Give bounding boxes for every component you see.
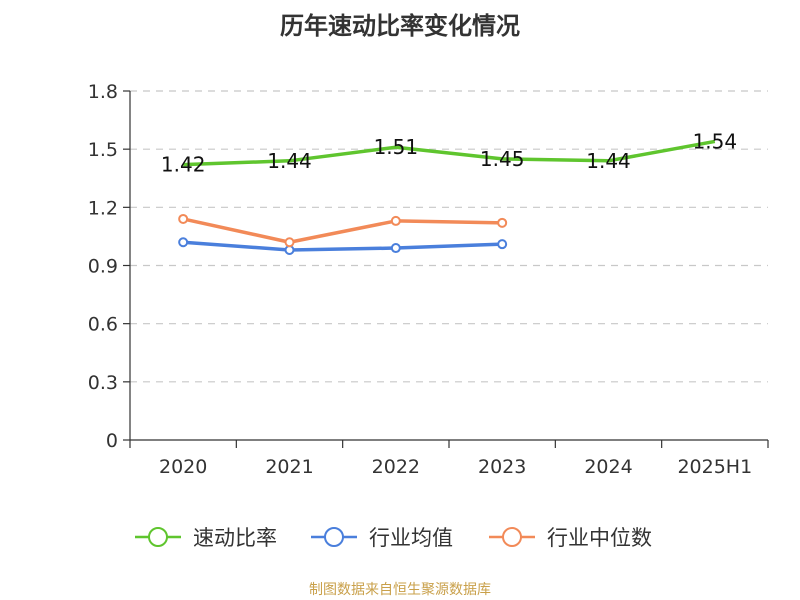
legend-marker	[502, 527, 522, 547]
data-labels: 1.42 1.44 1.51 1.45 1.44 1.54	[161, 129, 737, 176]
series	[178, 139, 716, 255]
legend[interactable]: 速动比率 行业均值 行业中位数	[135, 526, 652, 550]
x-tick-label: 2024	[584, 456, 632, 478]
series-point	[178, 237, 189, 248]
x-tick-label: 2023	[478, 456, 526, 478]
y-tick-label: 0	[106, 430, 118, 452]
legend-marker	[148, 527, 168, 547]
legend-marker	[324, 527, 344, 547]
series-point	[390, 243, 401, 254]
x-tick-label: 2022	[372, 456, 420, 478]
source-note: 制图数据来自恒生聚源数据库	[309, 582, 491, 598]
legend-label: 行业中位数	[547, 526, 652, 550]
data-label: 1.54	[693, 129, 738, 153]
x-tick-label: 2025H1	[677, 456, 752, 478]
data-label: 1.45	[480, 147, 525, 171]
y-tick-label: 0.9	[88, 256, 118, 278]
y-tick-label: 1.5	[88, 139, 118, 161]
y-tick-label: 0.6	[88, 314, 118, 336]
data-label: 1.44	[586, 149, 631, 173]
axes: 0 0.3 0.6 0.9 1.2 1.5 1.8 2020 2021 2022 2023 2024 2…	[88, 81, 769, 478]
y-tick-label: 1.8	[88, 81, 118, 103]
gridlines	[130, 90, 768, 383]
series-line	[183, 240, 503, 252]
series-line	[183, 139, 716, 167]
series-point	[284, 237, 295, 248]
x-tick-label: 2021	[265, 456, 313, 478]
series-line	[182, 217, 503, 244]
y-tick-label: 1.2	[88, 197, 118, 219]
data-label: 1.44	[267, 149, 312, 173]
data-label: 1.51	[374, 135, 419, 159]
data-label: 1.42	[161, 153, 206, 177]
legend-label: 行业均值	[369, 526, 453, 550]
legend-item[interactable]: 速动比率	[135, 526, 277, 550]
series-point	[390, 215, 401, 226]
x-tick-label: 2020	[159, 456, 207, 478]
chart-title: 历年速动比率变化情况	[280, 12, 520, 40]
y-tick-label: 0.3	[88, 372, 118, 394]
series-point	[497, 217, 508, 228]
series-point	[178, 213, 189, 224]
series-point	[497, 239, 508, 250]
legend-label: 速动比率	[193, 526, 277, 550]
legend-item[interactable]: 行业均值	[311, 526, 453, 550]
legend-item[interactable]: 行业中位数	[489, 526, 652, 550]
